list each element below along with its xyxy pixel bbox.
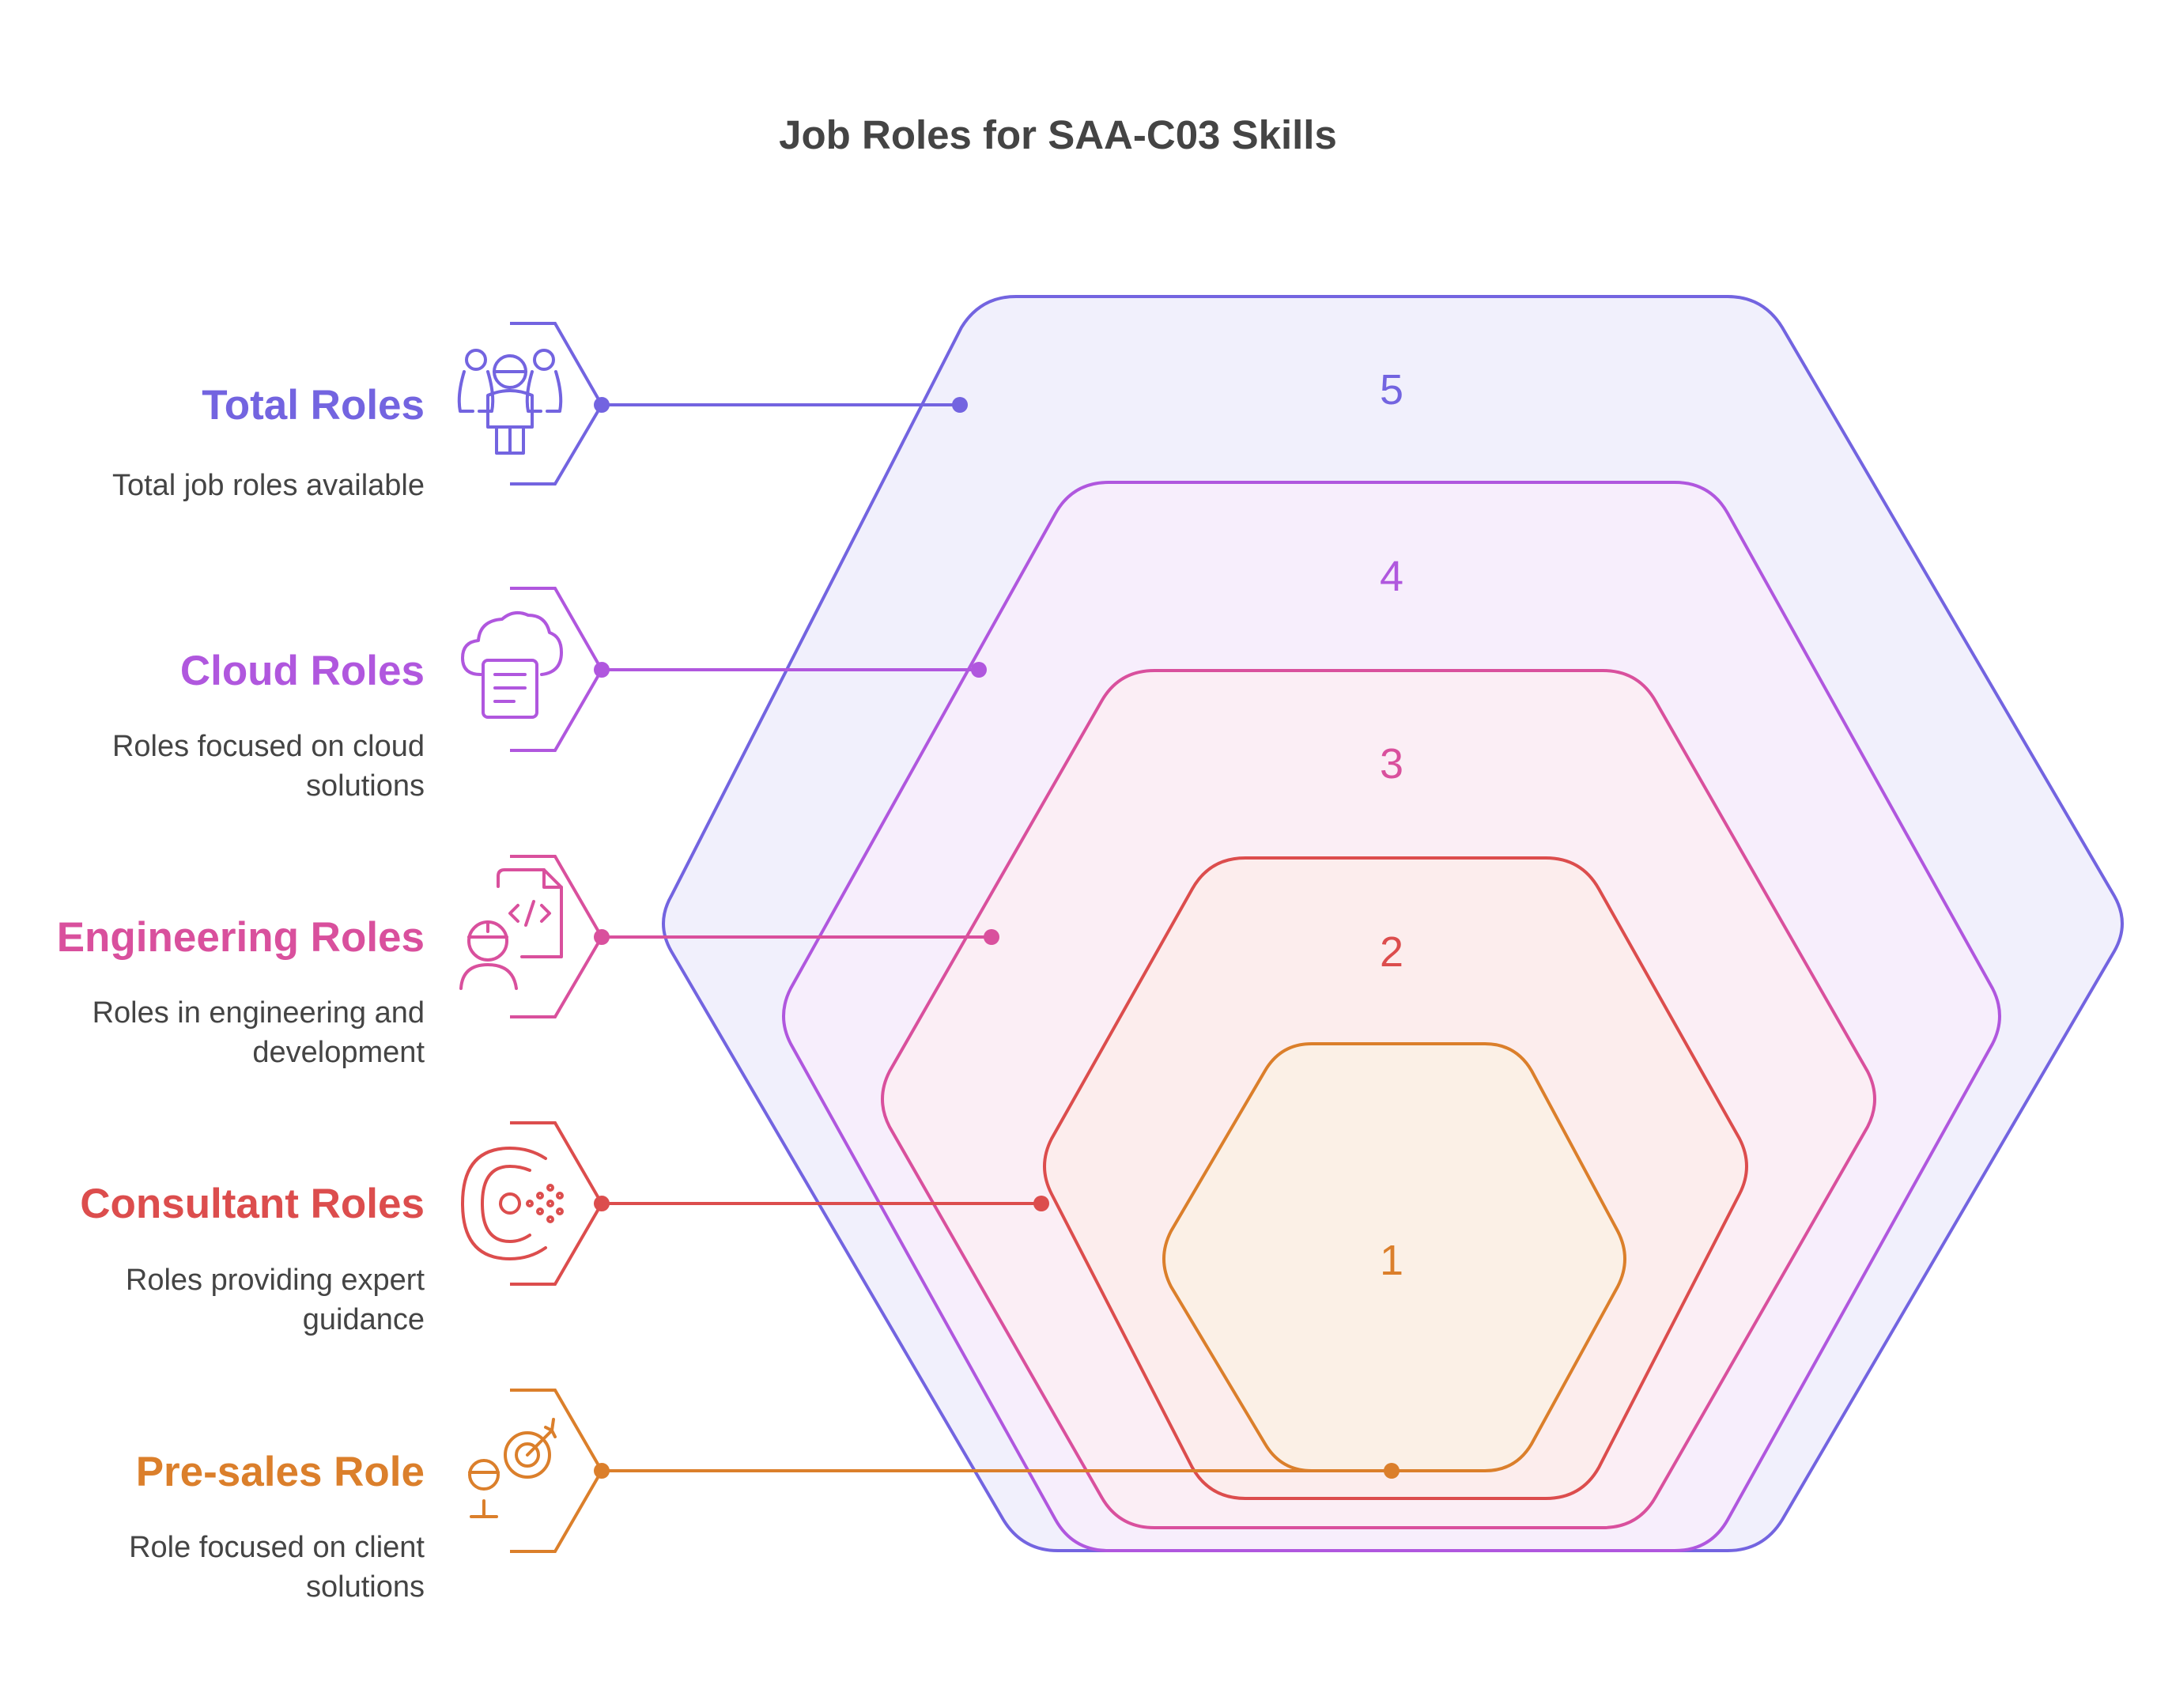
role-labels: Total Roles Total job roles available Cl… [57,382,425,1604]
role-title-total: Total Roles [202,382,425,429]
connector-dot-engineering-end [984,929,999,945]
role-description-cloud-line-1: Roles focused on cloud [112,730,425,763]
role-title-consultant: Consultant Roles [80,1181,425,1227]
role-title-presales: Pre-sales Role [136,1449,425,1495]
role-description-presales-line-1: Role focused on client [129,1531,425,1564]
connector-dot-cloud-end [971,662,987,678]
team-icon [457,349,563,455]
role-cloud: Cloud Roles Roles focused on cloud solut… [112,648,425,803]
role-description-engineering-line-1: Roles in engineering and [93,996,425,1030]
role-engineering: Engineering Roles Roles in engineering a… [57,914,425,1069]
role-title-engineering: Engineering Roles [57,914,425,961]
role-description-total-line-1: Total job roles available [112,469,425,502]
bracket-consultant [510,1121,604,1286]
layer-1-number: 1 [1380,1237,1403,1284]
hexagon-layer-1 [1162,1042,1626,1472]
layer-1: 1 [1162,1042,1626,1472]
role-description-engineering-line-2: development [252,1036,425,1069]
role-consultant: Consultant Roles Roles providing expert … [80,1181,425,1336]
role-title-cloud: Cloud Roles [180,648,425,694]
layer-4-number: 4 [1380,553,1403,600]
connector-total [594,397,968,413]
layer-2-number: 2 [1380,928,1403,976]
connector-dot-presales-end [1384,1463,1400,1479]
connector-dot-total-end [952,397,968,413]
role-description-consultant-line-1: Roles providing expert [126,1264,425,1297]
layer-5-number: 5 [1380,366,1403,414]
role-description-cloud-line-2: solutions [306,769,425,803]
role-presales: Pre-sales Role Role focused on client so… [129,1449,425,1604]
bracket-presales [510,1389,604,1553]
hexagon-layers: 5 4 3 2 1 [662,295,2124,1552]
bracket-cloud [510,587,604,752]
engineer-code-icon [459,868,563,990]
bracket-engineering [510,855,604,1018]
icon-brackets [510,322,604,1553]
cloud-document-icon [461,610,563,719]
consultant-target-icon [461,1147,564,1260]
connector-dot-consultant-end [1033,1196,1049,1211]
presales-target-icon [468,1418,557,1518]
bracket-total [510,322,604,486]
role-description-consultant-line-2: guidance [303,1303,425,1336]
layer-3-number: 3 [1380,740,1403,788]
role-total: Total Roles Total job roles available [112,382,425,502]
role-description-presales-line-2: solutions [306,1570,425,1604]
diagram-title: Job Roles for SAA-C03 Skills [779,112,1337,157]
